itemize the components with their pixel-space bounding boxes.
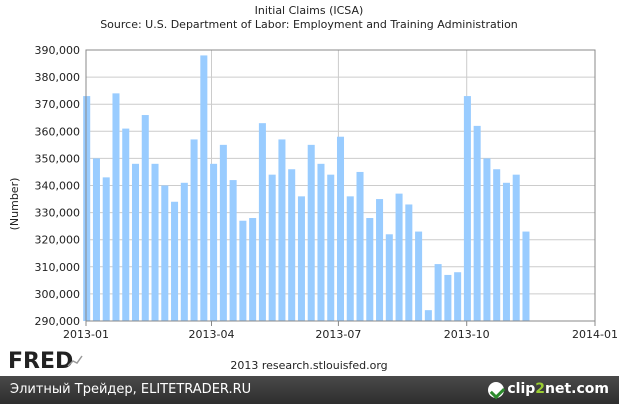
bar <box>180 182 188 321</box>
bar <box>288 169 296 321</box>
bar <box>454 272 462 321</box>
y-tick-label: 370,000 <box>35 98 81 111</box>
x-tick-label: 2013-07 <box>315 328 361 341</box>
bar <box>92 158 100 321</box>
brand-part: net.com <box>545 381 609 397</box>
bar <box>83 96 91 321</box>
bar <box>336 136 345 321</box>
bar <box>102 177 110 321</box>
bar <box>405 204 413 321</box>
bar-series <box>83 55 530 322</box>
bar <box>200 55 208 322</box>
watermark-bar: Элитный Трейдер, ELITETRADER.RU clip2net… <box>0 376 619 404</box>
bar <box>415 231 423 321</box>
fred-logo: FRED <box>8 349 73 374</box>
y-axis-ticks: 290,000 300,000 310,000 320,000 330,000 340,0… <box>35 44 81 328</box>
source-credit: 2013 research.stlouisfed.org <box>230 359 387 372</box>
x-tick-label: 2014-01 <box>572 328 618 341</box>
bar <box>327 174 335 321</box>
watermark-text: Элитный Трейдер, ELITETRADER.RU <box>10 382 252 397</box>
bar <box>473 125 481 321</box>
bar <box>395 193 403 321</box>
bar <box>366 218 374 321</box>
bar <box>161 185 169 321</box>
bar <box>385 234 393 321</box>
y-axis-label: (Number) <box>8 178 21 231</box>
bar <box>376 199 384 321</box>
bar <box>210 163 218 321</box>
bar <box>171 201 179 321</box>
bar <box>131 163 140 321</box>
chart-subtitle: Source: U.S. Department of Labor: Employ… <box>100 18 518 31</box>
bar <box>346 196 354 321</box>
bar <box>258 123 266 321</box>
y-tick-label: 320,000 <box>35 234 81 247</box>
y-tick-label: 330,000 <box>35 207 81 220</box>
bar <box>151 163 159 321</box>
y-tick-label: 390,000 <box>35 44 81 57</box>
y-tick-label: 360,000 <box>35 125 81 138</box>
bar <box>512 174 520 321</box>
bar <box>434 264 442 321</box>
bar <box>483 158 491 321</box>
chart-title: Initial Claims (ICSA) <box>255 4 364 17</box>
y-tick-label: 340,000 <box>35 180 81 193</box>
bar <box>229 180 237 321</box>
clip2net-brand: clip2net.com <box>507 381 609 397</box>
bar <box>219 144 227 321</box>
bar <box>141 115 149 321</box>
x-tick-label: 2013-01 <box>63 328 109 341</box>
x-axis-ticks: 2013-01 2013-04 2013-07 2013-10 2014-01 <box>63 321 618 341</box>
brand-part: 2 <box>535 381 546 397</box>
y-tick-label: 310,000 <box>35 261 81 274</box>
plot-frame <box>85 49 596 322</box>
bar <box>356 171 364 321</box>
x-tick-label: 2013-10 <box>444 328 490 341</box>
chart-svg: Initial Claims (ICSA) Source: U.S. Depar… <box>8 4 618 374</box>
bar <box>317 163 325 321</box>
bar <box>190 139 198 321</box>
y-tick-label: 290,000 <box>35 315 81 328</box>
fred-logo-graph-icon <box>67 355 83 367</box>
bar <box>122 128 130 321</box>
bar <box>249 218 257 321</box>
bar <box>307 144 315 321</box>
x-tick-label: 2013-04 <box>189 328 235 341</box>
bar <box>502 182 510 321</box>
bar <box>522 231 530 321</box>
clip2net-check-icon <box>488 382 504 398</box>
bar <box>424 310 432 321</box>
bar <box>444 274 452 321</box>
bar <box>112 93 120 321</box>
bar <box>239 220 247 321</box>
bar <box>463 96 471 321</box>
y-tick-label: 380,000 <box>35 71 81 84</box>
y-tick-label: 300,000 <box>35 288 81 301</box>
bar <box>297 196 305 321</box>
bar <box>493 169 501 321</box>
bar <box>268 174 276 321</box>
y-tick-label: 350,000 <box>35 152 81 165</box>
brand-part: clip <box>507 381 536 397</box>
bar <box>278 139 286 321</box>
